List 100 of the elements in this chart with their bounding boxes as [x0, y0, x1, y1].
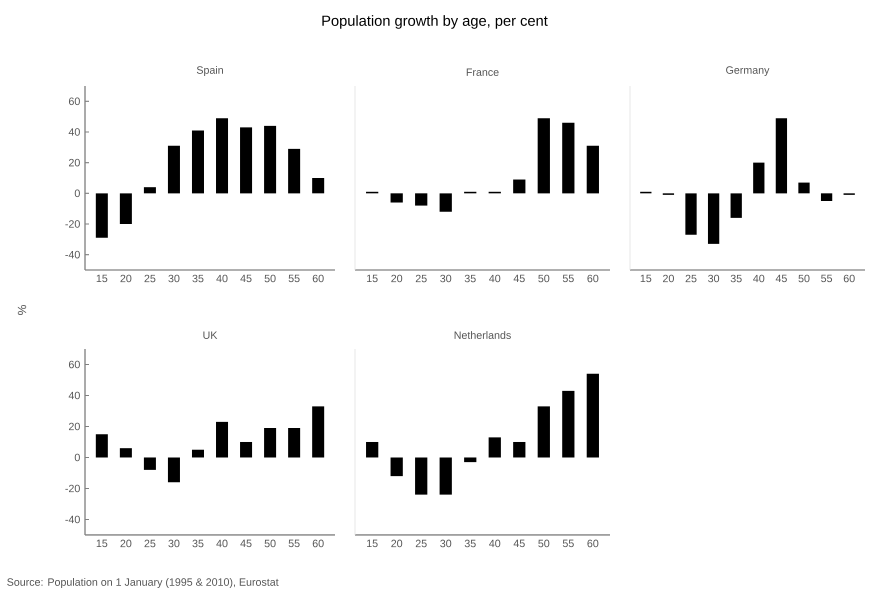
bar: [440, 193, 452, 212]
bar: [586, 146, 599, 194]
y-tick-label: -20: [65, 220, 80, 228]
bar: [168, 457, 180, 482]
bar: [120, 448, 132, 458]
x-tick-label: 15: [640, 274, 652, 282]
x-tick-label: 20: [391, 274, 402, 282]
x-tick-label: 45: [240, 540, 252, 548]
y-tick-label: 60: [68, 360, 80, 368]
bar: [513, 442, 526, 458]
y-axis-title: %: [18, 305, 26, 315]
text: Population growth by age, per cent: [322, 15, 548, 29]
bar: [464, 457, 476, 462]
x-tick-label: 20: [663, 274, 674, 282]
x-tick-label: 15: [367, 274, 378, 282]
x-tick-label: 30: [708, 274, 720, 282]
bar: [562, 390, 574, 458]
source-note: Source: Population on 1 January (1995 & 2010), Eurostat: [7, 578, 279, 588]
y-tick-label: 40: [68, 128, 80, 136]
bar: [144, 457, 156, 470]
bar: [216, 422, 228, 458]
x-tick-label: 60: [312, 274, 324, 282]
x-tick-label: 40: [489, 274, 500, 282]
chart-title: Spain: [196, 66, 223, 76]
bar: [366, 442, 378, 458]
bar: [168, 146, 180, 194]
bar: [776, 118, 788, 194]
y-tick-label: -40: [65, 250, 80, 258]
x-tick-label: 55: [562, 274, 574, 282]
x-tick-label: 50: [264, 274, 276, 282]
x-tick-label: 30: [168, 274, 180, 282]
bar: [240, 127, 252, 194]
x-tick-label: 20: [120, 274, 132, 282]
x-tick-label: 40: [753, 274, 764, 282]
bar: [753, 162, 764, 194]
x-tick-label: 25: [144, 274, 156, 282]
bar: [586, 374, 599, 458]
x-tick-label: 50: [538, 274, 550, 282]
bar: [390, 193, 403, 203]
x-tick-label: 35: [192, 274, 204, 282]
x-tick-label: 25: [686, 274, 696, 282]
bar: [708, 193, 720, 244]
bar: [192, 450, 204, 458]
x-tick-label: 25: [416, 274, 427, 282]
x-tick-label: 55: [288, 274, 300, 282]
x-tick-label: 40: [216, 540, 228, 548]
bar: [264, 428, 276, 458]
x-tick-label: 15: [96, 540, 108, 548]
bar: [192, 130, 204, 194]
x-tick-label: 40: [489, 540, 500, 548]
bar: [312, 178, 324, 194]
x-tick-label: 45: [514, 540, 525, 548]
x-tick-label: 35: [464, 274, 476, 282]
bar: [120, 193, 132, 224]
bar: [798, 182, 810, 194]
x-tick-label: 45: [514, 274, 525, 282]
chart-title: UK: [203, 332, 218, 339]
bar: [312, 406, 324, 458]
x-tick-label: 45: [776, 274, 787, 282]
x-tick-label: 60: [587, 274, 598, 282]
bar: [240, 442, 252, 458]
bar: [415, 193, 428, 206]
y-tick-label: 40: [68, 392, 80, 400]
x-tick-label: 20: [120, 540, 132, 548]
x-tick-label: 35: [730, 274, 742, 282]
bar: [415, 457, 428, 495]
x-tick-label: 55: [288, 540, 300, 548]
x-tick-label: 25: [144, 540, 156, 548]
x-tick-label: 30: [440, 274, 452, 282]
bar: [685, 193, 697, 235]
x-tick-label: 45: [240, 274, 252, 282]
chart-title: France: [466, 68, 499, 76]
x-tick-label: 15: [96, 274, 108, 282]
x-tick-label: 50: [264, 540, 276, 548]
y-tick-label: 0: [74, 454, 80, 462]
x-tick-label: 35: [464, 540, 476, 548]
y-tick-label: -40: [65, 516, 80, 524]
bar: [538, 406, 550, 458]
bar: [538, 118, 550, 194]
x-tick-label: 60: [312, 540, 324, 548]
bar: [820, 193, 832, 201]
chart-title: Netherlands: [454, 331, 511, 339]
x-tick-label: 40: [216, 274, 228, 282]
y-tick-label: 20: [68, 422, 80, 430]
bar: [730, 193, 742, 218]
bar: [513, 180, 526, 194]
x-tick-label: 55: [562, 540, 574, 548]
x-tick-label: 55: [821, 274, 832, 282]
y-tick-label: 20: [68, 158, 80, 166]
x-tick-label: 50: [538, 540, 550, 548]
x-tick-label: 30: [440, 540, 452, 548]
bar: [288, 148, 300, 194]
bar: [562, 122, 574, 194]
x-tick-label: 25: [416, 540, 427, 548]
x-tick-label: 50: [798, 274, 810, 282]
bar: [288, 428, 300, 458]
bar: [488, 437, 501, 458]
bar: [96, 193, 108, 238]
bar: [216, 118, 228, 194]
x-tick-label: 20: [391, 540, 402, 548]
